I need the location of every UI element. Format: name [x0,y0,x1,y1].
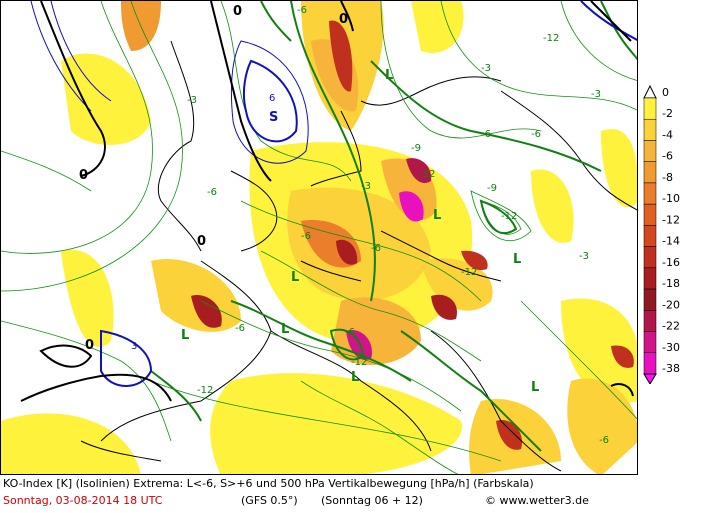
map-label-low: L [433,208,441,223]
map-label-low: L [351,370,359,385]
map-label-low: L [513,252,521,267]
legend-swatch-top [643,84,657,99]
caption-text: KO-Index [K] (Isolinien) Extrema: L<-6, … [3,477,534,490]
legend-svg: 0 -2 -4 -6 -8 -10 -12 -14 -16 -18 -20 -22 -30 -38 -46 [643,84,680,396]
map-label-iso-0: 0 [79,168,88,183]
map-label-iso-6: -6 [371,243,381,254]
legend-label: -18 [662,277,680,290]
legend-swatch [643,97,657,120]
legend-swatch [643,267,657,290]
legend-label: -30 [662,341,680,354]
legend-swatch [643,203,657,226]
map-label-low: L [291,270,299,285]
map-label-iso-0: 0 [197,234,206,249]
map-label-iso-0: 0 [85,338,94,353]
vertical-motion-areas [1,1,637,474]
legend-label: -8 [662,171,673,184]
legend-label: -4 [662,128,673,141]
map-label-iso-6: -6 [297,5,307,16]
map-label-iso-12: -12 [543,33,559,44]
legend-swatch [643,225,657,247]
map-svg: S 6 3 L L L L L L L L -12 -12 -12 -12 -1… [1,1,637,474]
color-scale-legend: 0 -2 -4 -6 -8 -10 -12 -14 -16 -18 -20 -22 -30 -38 -46 [640,84,704,396]
map-label-low: L [385,68,393,83]
legend-swatch-bottom [643,373,657,385]
site-text: © www.wetter3.de [485,494,589,507]
legend-swatch [643,161,657,184]
map-label-high: S [269,110,278,125]
map-label-iso-6: -6 [301,231,311,242]
run-text: (Sonntag 06 + 12) [321,494,423,507]
legend-label: -10 [662,192,680,205]
legend-label: -12 [662,213,680,226]
map-label-iso-3: -3 [591,89,601,100]
legend-label: -22 [662,320,680,333]
map-label-iso-6: 6 [269,93,275,104]
map-label-iso-12: -12 [351,357,367,368]
legend-label: -14 [662,235,680,248]
map-label-iso-3: -3 [361,181,371,192]
caption-line: KO-Index [K] (Isolinien) Extrema: L<-6, … [3,477,643,490]
legend-swatches [643,84,657,385]
ko-index-isolines-zero [20,1,634,402]
map-label-iso-6: -6 [481,129,491,140]
map-label-iso-9: -9 [411,143,421,154]
map-label-iso-12: -12 [197,385,213,396]
map-label-iso-3: -3 [187,95,197,106]
map-label-iso-6: -6 [345,327,355,338]
map-label-iso-0: 0 [339,12,348,27]
legend-swatch [643,288,657,311]
legend-swatch [643,140,657,162]
legend-label: -38 [662,362,680,375]
map-label-iso-3: -3 [481,63,491,74]
map-label-iso-3: 3 [131,341,137,352]
date-text: Sonntag, 03-08-2014 18 UTC [3,494,163,507]
legend-label: -6 [662,150,673,163]
coastlines [80,40,637,472]
map-labels: S 6 3 L L L L L L L L -12 -12 -12 -12 -1… [79,4,609,446]
legend-label: -20 [662,298,680,311]
legend-label: -2 [662,107,673,120]
legend-label: -16 [662,256,680,269]
map-label-iso-0: 0 [233,4,242,19]
ko-index-isolines-thick [150,1,637,452]
ko-index-isolines-positive [30,1,637,387]
map-label-low: L [281,322,289,337]
map-label-iso-12: -12 [461,267,477,278]
map-label-low: L [181,328,189,343]
ko-index-isolines-thin [1,1,637,474]
map-label-iso-12: -12 [501,211,517,222]
legend-labels: 0 -2 -4 -6 -8 -10 -12 -14 -16 -18 -20 -22 -30 -38 -46 [662,86,680,396]
legend-swatch [643,118,657,141]
legend-swatch [643,310,657,332]
legend-swatch [643,352,657,375]
weather-map: S 6 3 L L L L L L L L -12 -12 -12 -12 -1… [0,0,638,475]
map-label-iso-12: -12 [419,169,435,180]
map-label-iso-6: -6 [599,435,609,446]
map-label-iso-6: -6 [207,187,217,198]
map-label-iso-9: -9 [487,183,497,194]
map-label-iso-3: -3 [579,251,589,262]
map-label-low: L [531,380,539,395]
map-label-iso-6: -6 [235,323,245,334]
legend-label: -46 [662,383,680,384]
legend-swatch [643,331,657,354]
legend-label: 0 [662,86,669,99]
legend-swatch [643,182,657,205]
legend-swatch [643,246,657,269]
model-text: (GFS 0.5°) [241,494,298,507]
map-label-iso-6: -6 [531,129,541,140]
